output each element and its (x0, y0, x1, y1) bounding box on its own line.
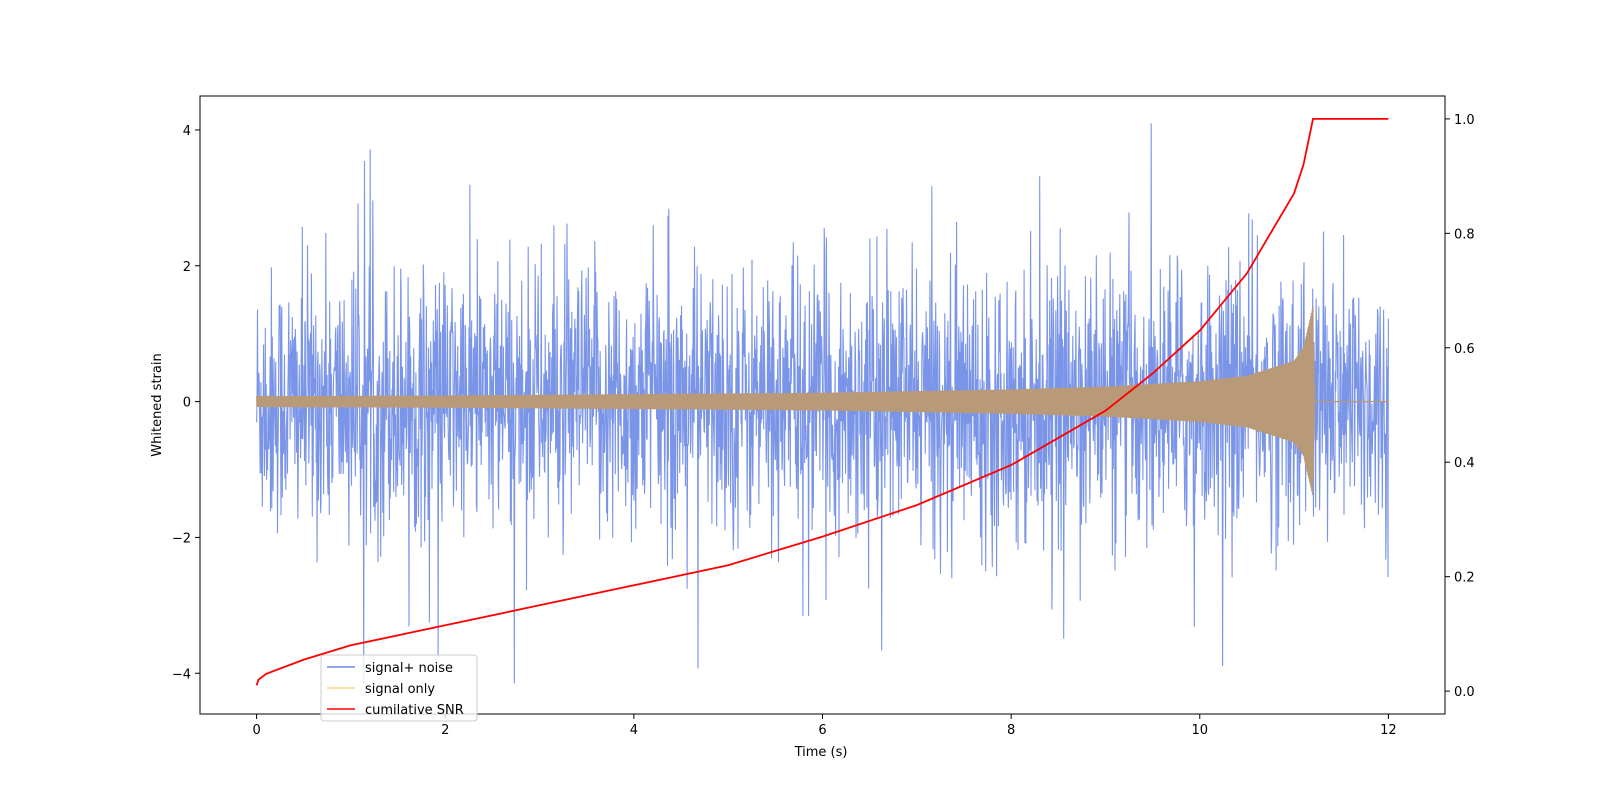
cumulative-snr-series (255, 118, 1389, 686)
snr-line (255, 118, 1389, 686)
x-tick-label: 8 (1007, 723, 1015, 738)
legend-label-signal-only: signal only (365, 682, 435, 697)
y2-tick-label: 0.8 (1454, 227, 1475, 242)
legend: signal+ noise signal only cumilative SNR (320, 654, 478, 722)
y-axis-label: Whitened strain (150, 353, 165, 456)
x-axis-label: Time (s) (794, 745, 848, 760)
x-tick-label: 2 (441, 723, 449, 738)
y2-tick-label: 0.0 (1454, 685, 1475, 700)
y-tick-label: −4 (172, 667, 191, 682)
x-axis: 0 2 4 6 8 10 12 (252, 714, 1397, 738)
y2-tick-label: 1.0 (1454, 113, 1475, 128)
y-tick-label: 0 (183, 396, 191, 411)
y2-tick-label: 0.4 (1454, 456, 1475, 471)
y2-tick-label: 0.2 (1454, 571, 1475, 586)
legend-box (320, 654, 478, 722)
y-tick-label: 2 (183, 260, 191, 275)
legend-label-signal-noise: signal+ noise (365, 661, 453, 676)
legend-label-snr: cumilative SNR (365, 703, 464, 718)
signal-only-line (256, 306, 1389, 496)
signal-only-series (256, 306, 1389, 496)
y-tick-label: −2 (172, 531, 191, 546)
x-tick-label: 4 (630, 723, 638, 738)
x-tick-label: 10 (1191, 723, 1208, 738)
y-axis-left: −4 −2 0 2 4 (172, 124, 200, 682)
y-axis-right: 0.0 0.2 0.4 0.6 0.8 1.0 (1445, 113, 1475, 700)
y-tick-label: 4 (183, 124, 191, 139)
x-tick-label: 0 (252, 723, 260, 738)
y2-tick-label: 0.6 (1454, 342, 1475, 357)
x-tick-label: 12 (1380, 723, 1397, 738)
x-tick-label: 6 (818, 723, 826, 738)
